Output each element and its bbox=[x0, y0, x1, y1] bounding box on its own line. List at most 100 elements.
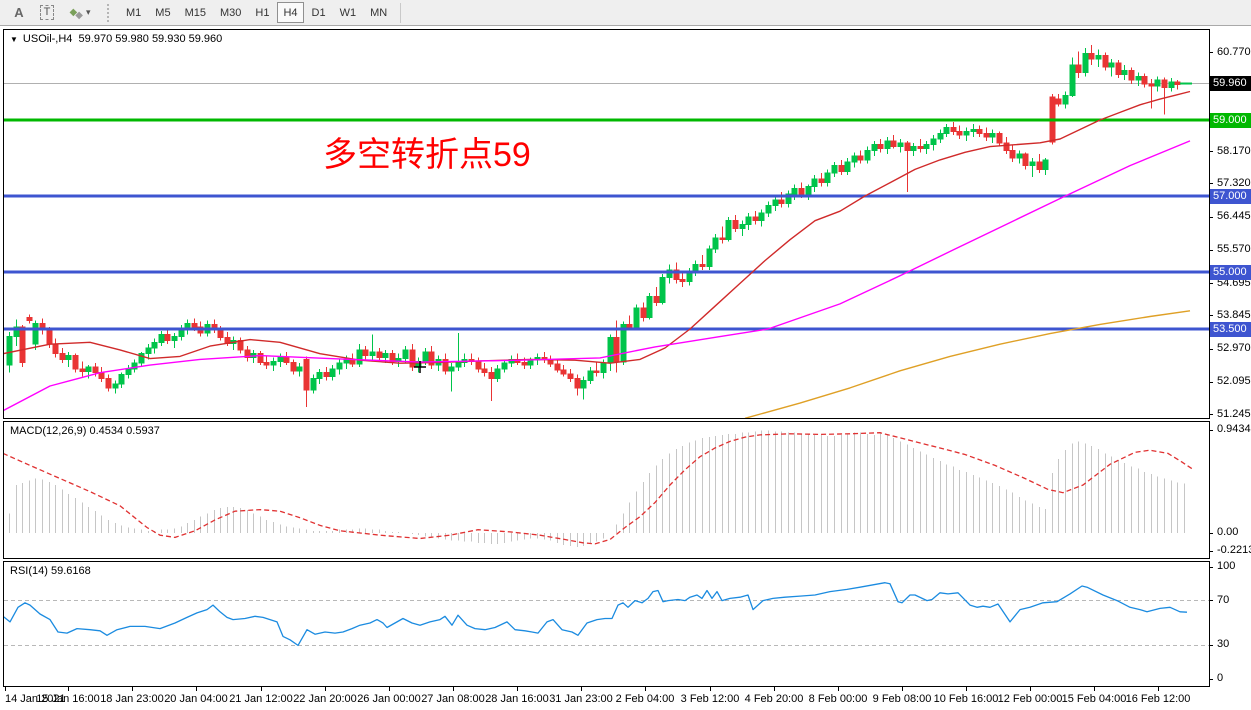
candle bbox=[989, 132, 996, 138]
candle bbox=[52, 343, 59, 355]
candle bbox=[699, 263, 706, 267]
rsi-indicator-panel[interactable]: RSI(14) 59.6168 bbox=[3, 561, 1210, 687]
timeframe-button-d1[interactable]: D1 bbox=[311, 6, 326, 19]
timeframe-button-h1[interactable]: H1 bbox=[255, 6, 270, 19]
time-axis-label: 8 Feb 00:00 bbox=[808, 693, 868, 705]
candle bbox=[706, 248, 713, 267]
font-tool-button[interactable]: A bbox=[14, 5, 24, 20]
candle bbox=[633, 307, 640, 328]
axis-tick bbox=[1209, 644, 1213, 646]
candle bbox=[679, 279, 686, 283]
price-level-badge: 55.000 bbox=[1210, 264, 1251, 280]
candle bbox=[877, 144, 884, 149]
candle bbox=[521, 361, 528, 366]
time-axis-tick bbox=[1158, 687, 1159, 691]
candle bbox=[382, 353, 389, 359]
axis-tick bbox=[1209, 532, 1213, 534]
price-level-badge: 59.960 bbox=[1210, 76, 1251, 92]
candle bbox=[92, 366, 99, 374]
axis-tick-label: 54.695 bbox=[1217, 276, 1251, 289]
candle bbox=[1161, 79, 1168, 89]
axis-tick-label: 30 bbox=[1217, 638, 1230, 651]
candle bbox=[13, 326, 20, 338]
candle bbox=[765, 205, 772, 214]
shape-diamond-icon: ◆ bbox=[69, 7, 78, 18]
candle bbox=[527, 359, 534, 366]
candle bbox=[923, 144, 930, 149]
candle bbox=[191, 322, 198, 328]
candle bbox=[356, 349, 363, 365]
candle bbox=[6, 336, 13, 366]
timeframe-button-m1[interactable]: M1 bbox=[126, 6, 142, 19]
axis-tick-label: -0.2213 bbox=[1217, 544, 1251, 556]
time-axis-label: 20 Jan 04:00 bbox=[164, 693, 228, 705]
axis-tick-label: 57.320 bbox=[1217, 176, 1251, 189]
candle bbox=[1082, 53, 1089, 73]
candle bbox=[481, 368, 488, 374]
time-axis-tick bbox=[645, 687, 646, 691]
price-level-badge: 57.000 bbox=[1210, 188, 1251, 204]
candle bbox=[409, 349, 416, 368]
candle bbox=[105, 377, 112, 389]
candle bbox=[554, 363, 561, 371]
candle bbox=[442, 358, 449, 372]
candle bbox=[125, 368, 132, 376]
axis-tick bbox=[1209, 566, 1213, 568]
timeframe-button-m30[interactable]: M30 bbox=[219, 6, 242, 19]
candle bbox=[316, 372, 323, 379]
axis-tick-label: 52.970 bbox=[1217, 342, 1251, 355]
axis-tick-label: 53.845 bbox=[1217, 308, 1251, 321]
time-axis-tick bbox=[517, 687, 518, 691]
candle bbox=[389, 353, 396, 362]
text-label-tool-button[interactable]: T bbox=[34, 1, 60, 24]
time-axis-label: 9 Feb 08:00 bbox=[872, 693, 932, 705]
candle bbox=[1174, 81, 1181, 86]
candle bbox=[455, 361, 462, 368]
timeframe-button-mn[interactable]: MN bbox=[370, 6, 388, 19]
candle bbox=[151, 341, 158, 349]
time-axis-tick bbox=[5, 687, 6, 691]
candle bbox=[560, 369, 567, 375]
candle bbox=[1055, 98, 1062, 105]
rsi-chart[interactable] bbox=[4, 562, 1209, 686]
candle bbox=[428, 351, 435, 366]
candle bbox=[917, 146, 924, 149]
candle bbox=[785, 193, 792, 205]
axis-tick-label: 58.170 bbox=[1217, 144, 1251, 157]
candle bbox=[851, 155, 858, 163]
time-axis-label: 10 Feb 16:00 bbox=[933, 693, 999, 705]
axis-tick-label: 100 bbox=[1217, 560, 1236, 572]
time-axis[interactable]: 14 Jan 2021 15 Jan 16:00 18 Jan 23:00 20 Ja… bbox=[3, 687, 1210, 710]
price-axis[interactable]: 60.770 58.170 57.320 56.445 55.570 54.695 53.8… bbox=[1209, 0, 1251, 710]
text-box-icon: T bbox=[39, 5, 55, 20]
time-axis-tick bbox=[581, 687, 582, 691]
price-chart-panel[interactable]: ▼ USOil-,H4 59.970 59.980 59.930 59.960 bbox=[3, 29, 1210, 419]
axis-tick bbox=[1209, 381, 1213, 383]
timeframe-button-h4[interactable]: H4 bbox=[277, 2, 304, 23]
candle bbox=[745, 216, 752, 225]
time-axis-tick bbox=[261, 687, 262, 691]
timeframe-button-w1[interactable]: W1 bbox=[339, 6, 357, 19]
candle bbox=[1135, 75, 1142, 81]
candle bbox=[257, 353, 264, 363]
candle bbox=[613, 336, 620, 363]
macd-indicator-panel[interactable]: MACD(12,26,9) 0.4534 0.5937 bbox=[3, 421, 1210, 559]
candle bbox=[32, 322, 39, 345]
candle bbox=[376, 351, 383, 358]
chevron-down-icon: ▼ bbox=[10, 34, 18, 44]
chevron-down-icon: ▾ bbox=[85, 7, 91, 17]
candlestick-chart[interactable] bbox=[4, 30, 1209, 418]
time-axis-tick bbox=[1094, 687, 1095, 691]
time-axis-label: 21 Jan 12:00 bbox=[229, 693, 293, 705]
macd-chart[interactable] bbox=[4, 422, 1209, 558]
candle bbox=[296, 366, 303, 372]
time-axis-tick bbox=[774, 687, 775, 691]
timeframe-button-m15[interactable]: M15 bbox=[184, 6, 206, 19]
candle bbox=[963, 130, 970, 136]
chart-annotation-text[interactable]: 多空转折点59 bbox=[323, 136, 531, 174]
candle bbox=[1168, 81, 1175, 89]
time-axis-tick bbox=[453, 687, 454, 691]
shapes-tool-button[interactable]: ◆ ◆ ▾ bbox=[62, 1, 98, 24]
timeframe-button-m5[interactable]: M5 bbox=[155, 6, 171, 19]
